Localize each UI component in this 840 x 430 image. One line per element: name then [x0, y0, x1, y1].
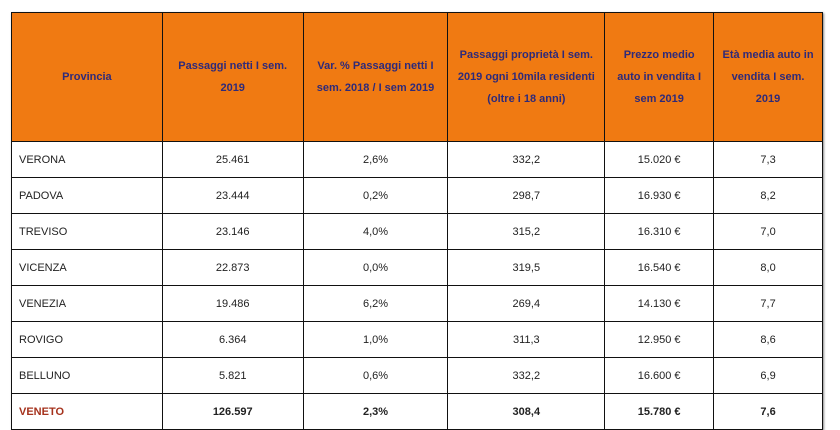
cell-var-percent: 0,0% — [302, 249, 449, 286]
cell-var-percent: 4,0% — [302, 213, 449, 250]
cell-var-percent: 0,2% — [302, 177, 449, 214]
cell-var-percent: 6,2% — [302, 285, 449, 322]
cell-provincia: TREVISO — [11, 213, 163, 250]
cell-prezzo-medio: 16.930 € — [604, 177, 715, 214]
cell-prezzo-medio: 14.130 € — [604, 285, 715, 322]
cell-provincia: ROVIGO — [11, 321, 163, 358]
table-row: VERONA 25.461 2,6% 332,2 15.020 €7,3 — [11, 141, 823, 178]
cell-passaggi-netti: 23.444 — [161, 177, 304, 214]
table-row: ROVIGO 6.364 1,0% 311,3 12.950 €8,6 — [11, 321, 823, 358]
cell-passaggi-per-10k: 332,2 — [447, 141, 606, 178]
cell-passaggi-netti: 126.597 — [161, 393, 304, 430]
table-row: VICENZA 22.873 0,0% 319,5 16.540 €8,0 — [11, 249, 823, 286]
cell-eta-media: 7,7 — [713, 285, 823, 322]
cell-passaggi-netti: 5.821 — [161, 357, 304, 394]
header-passaggi-netti: Passaggi netti I sem. 2019 — [161, 12, 304, 142]
header-prezzo-medio: Prezzo medio auto in vendita I sem 2019 — [604, 12, 715, 142]
cell-var-percent: 2,6% — [302, 141, 449, 178]
header-passaggi-per-10k: Passaggi proprietà I sem. 2019 ogni 10mi… — [447, 12, 606, 142]
cell-prezzo-medio: 16.600 € — [604, 357, 715, 394]
cell-eta-media: 6,9 — [713, 357, 823, 394]
cell-prezzo-medio: 15.780 € — [604, 393, 715, 430]
cell-provincia: VENETO — [11, 393, 163, 430]
cell-prezzo-medio: 12.950 € — [604, 321, 715, 358]
cell-passaggi-netti: 23.146 — [161, 213, 304, 250]
cell-provincia: VICENZA — [11, 249, 163, 286]
cell-passaggi-netti: 19.486 — [161, 285, 304, 322]
cell-var-percent: 2,3% — [302, 393, 449, 430]
total-row: VENETO 126.597 2,3% 308,4 15.780 €7,6 — [11, 393, 823, 430]
cell-provincia: BELLUNO — [11, 357, 163, 394]
cell-prezzo-medio: 16.540 € — [604, 249, 715, 286]
cell-passaggi-per-10k: 311,3 — [447, 321, 606, 358]
veneto-car-transfers-table: Provincia Passaggi netti I sem. 2019 Var. … — [11, 12, 823, 430]
cell-passaggi-netti: 25.461 — [161, 141, 304, 178]
cell-var-percent: 1,0% — [302, 321, 449, 358]
cell-passaggi-netti: 6.364 — [161, 321, 304, 358]
cell-passaggi-netti: 22.873 — [161, 249, 304, 286]
cell-eta-media: 7,0 — [713, 213, 823, 250]
cell-eta-media: 8,2 — [713, 177, 823, 214]
header-provincia: Provincia — [11, 12, 163, 142]
header-var-percent: Var. % Passaggi netti I sem. 2018 / I se… — [302, 12, 449, 142]
header-row: Provincia Passaggi netti I sem. 2019 Var. … — [11, 12, 823, 142]
table-row: VENEZIA 19.486 6,2% 269,4 14.130 €7,7 — [11, 285, 823, 322]
table-row: TREVISO 23.146 4,0% 315,2 16.310 €7,0 — [11, 213, 823, 250]
cell-provincia: VERONA — [11, 141, 163, 178]
table-row: BELLUNO 5.821 0,6% 332,2 16.600 €6,9 — [11, 357, 823, 394]
cell-eta-media: 8,0 — [713, 249, 823, 286]
cell-var-percent: 0,6% — [302, 357, 449, 394]
cell-prezzo-medio: 15.020 € — [604, 141, 715, 178]
cell-eta-media: 8,6 — [713, 321, 823, 358]
cell-provincia: VENEZIA — [11, 285, 163, 322]
table-row: PADOVA 23.444 0,2% 298,7 16.930 €8,2 — [11, 177, 823, 214]
header-eta-media: Età media auto in vendita I sem. 2019 — [713, 12, 823, 142]
cell-passaggi-per-10k: 308,4 — [447, 393, 606, 430]
cell-prezzo-medio: 16.310 € — [604, 213, 715, 250]
cell-provincia: PADOVA — [11, 177, 163, 214]
cell-passaggi-per-10k: 315,2 — [447, 213, 606, 250]
cell-passaggi-per-10k: 298,7 — [447, 177, 606, 214]
cell-eta-media: 7,6 — [713, 393, 823, 430]
cell-passaggi-per-10k: 332,2 — [447, 357, 606, 394]
cell-passaggi-per-10k: 319,5 — [447, 249, 606, 286]
cell-eta-media: 7,3 — [713, 141, 823, 178]
cell-passaggi-per-10k: 269,4 — [447, 285, 606, 322]
